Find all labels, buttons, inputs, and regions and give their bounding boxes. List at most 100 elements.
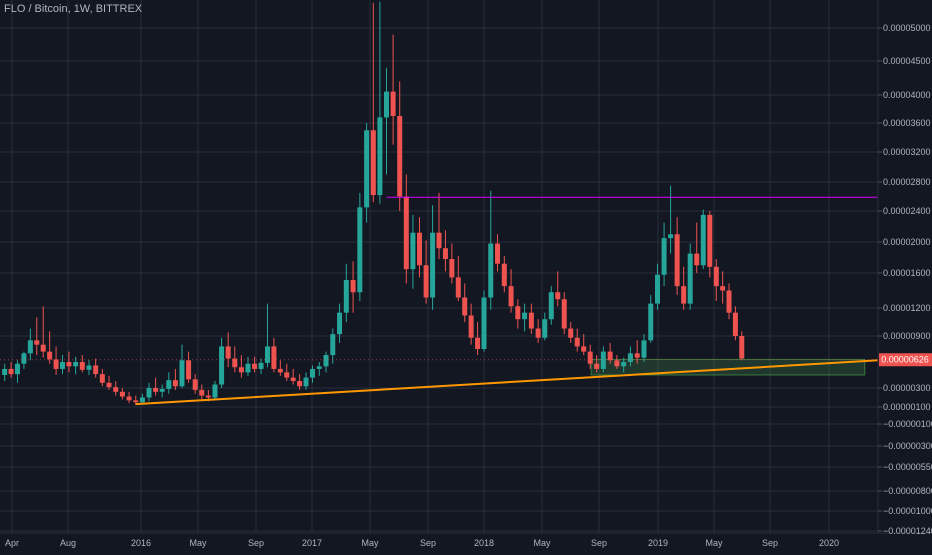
candle-body bbox=[726, 290, 732, 313]
candle-body bbox=[384, 91, 390, 118]
candle-body bbox=[126, 396, 132, 401]
time-tick-label: Sep bbox=[762, 538, 778, 548]
current-price-tag-bg bbox=[879, 353, 932, 367]
candle-down bbox=[587, 344, 593, 369]
candle-up bbox=[337, 303, 343, 343]
candle-down bbox=[186, 351, 192, 383]
candle-body bbox=[40, 344, 46, 352]
time-axis[interactable]: Apr Aug 2016 May Sep 2017 May Sep 2018 May Sep 2019… bbox=[5, 538, 839, 548]
price-axis[interactable]: 0.00005000 0.00004500 0.00004000 0.00003600… bbox=[878, 23, 932, 536]
candle-body bbox=[694, 253, 700, 266]
candle-up bbox=[384, 67, 390, 175]
candle-body bbox=[290, 377, 296, 382]
candle-body bbox=[436, 232, 442, 249]
candle-up bbox=[481, 290, 487, 352]
candle-body bbox=[707, 214, 713, 267]
candle-down bbox=[99, 368, 105, 387]
candle-down bbox=[225, 332, 231, 368]
candle-up bbox=[139, 393, 145, 405]
candle-body bbox=[343, 280, 349, 313]
candle-up bbox=[357, 192, 363, 301]
candle-body bbox=[528, 312, 534, 329]
candle-down bbox=[93, 358, 99, 378]
candle-up bbox=[655, 263, 661, 310]
candle-body bbox=[350, 280, 356, 293]
price-tick-label: 0.00004500 bbox=[883, 56, 931, 66]
candle-body bbox=[548, 292, 554, 320]
candle-down bbox=[113, 381, 119, 396]
candle-down bbox=[508, 269, 514, 313]
candle-body bbox=[15, 363, 21, 375]
price-tick-label: −0.00000300 bbox=[883, 441, 932, 451]
time-tick-label: 2016 bbox=[131, 538, 151, 548]
candle-body bbox=[53, 359, 59, 369]
candle-up bbox=[430, 205, 436, 310]
time-tick-label: Sep bbox=[420, 538, 436, 548]
time-tick-label: 2019 bbox=[648, 538, 668, 548]
candle-down bbox=[726, 283, 732, 320]
candle-body bbox=[106, 382, 112, 388]
candle-down bbox=[674, 217, 680, 295]
candle-body bbox=[166, 380, 172, 389]
candle-up bbox=[264, 303, 270, 368]
candle-body bbox=[153, 388, 159, 392]
candle-down bbox=[515, 299, 521, 329]
candle-body bbox=[641, 340, 647, 358]
candle-down bbox=[53, 346, 59, 375]
price-tick-label: −0.00000100 bbox=[883, 419, 932, 429]
candle-body bbox=[199, 389, 205, 396]
candle-body bbox=[495, 243, 501, 264]
time-tick-label: May bbox=[533, 538, 551, 548]
chart-annotations bbox=[590, 358, 866, 376]
candle-body bbox=[587, 351, 593, 364]
candle-body bbox=[47, 351, 53, 360]
candle-up bbox=[159, 384, 165, 398]
candle-body bbox=[159, 388, 165, 392]
candle-up bbox=[343, 263, 349, 322]
candle-body bbox=[627, 353, 633, 362]
candle-up bbox=[15, 360, 21, 383]
candle-body bbox=[139, 397, 145, 403]
candle-body bbox=[245, 363, 251, 373]
candle-down bbox=[528, 303, 534, 335]
candle-up bbox=[166, 372, 172, 394]
candle-body bbox=[568, 328, 574, 338]
candle-down bbox=[106, 375, 112, 390]
price-tick-label: −0.00000800 bbox=[883, 486, 932, 496]
candle-body bbox=[522, 312, 528, 320]
candle-up bbox=[488, 190, 494, 310]
price-tick-label: −0.00001240 bbox=[883, 526, 932, 536]
price-tick-label: 0.00005000 bbox=[883, 23, 931, 33]
candle-body bbox=[323, 355, 329, 367]
candle-down bbox=[290, 368, 296, 385]
candle-body bbox=[403, 196, 409, 270]
candle-down bbox=[284, 363, 290, 382]
candle-up bbox=[687, 243, 693, 310]
candle-down bbox=[271, 337, 277, 373]
candle-down bbox=[153, 377, 159, 396]
candle-body bbox=[687, 253, 693, 304]
candle-body bbox=[79, 362, 85, 370]
candle-up bbox=[627, 346, 633, 367]
candle-down bbox=[739, 331, 745, 361]
candle-body bbox=[535, 328, 541, 338]
candle-down bbox=[555, 271, 561, 307]
candle-body bbox=[410, 232, 416, 270]
candle-body bbox=[561, 299, 567, 329]
time-tick-label: 2017 bbox=[302, 538, 322, 548]
candle-down bbox=[707, 211, 713, 278]
candle-body bbox=[186, 360, 192, 380]
candle-up bbox=[219, 337, 225, 388]
candle-body bbox=[205, 395, 211, 398]
candle-body bbox=[232, 358, 238, 368]
time-tick-label: Sep bbox=[591, 538, 607, 548]
candle-body bbox=[2, 368, 8, 375]
candle-down bbox=[199, 384, 205, 400]
candle-body bbox=[73, 362, 79, 367]
candle-up bbox=[316, 362, 322, 376]
candle-up bbox=[212, 381, 218, 400]
candle-down bbox=[581, 334, 587, 356]
